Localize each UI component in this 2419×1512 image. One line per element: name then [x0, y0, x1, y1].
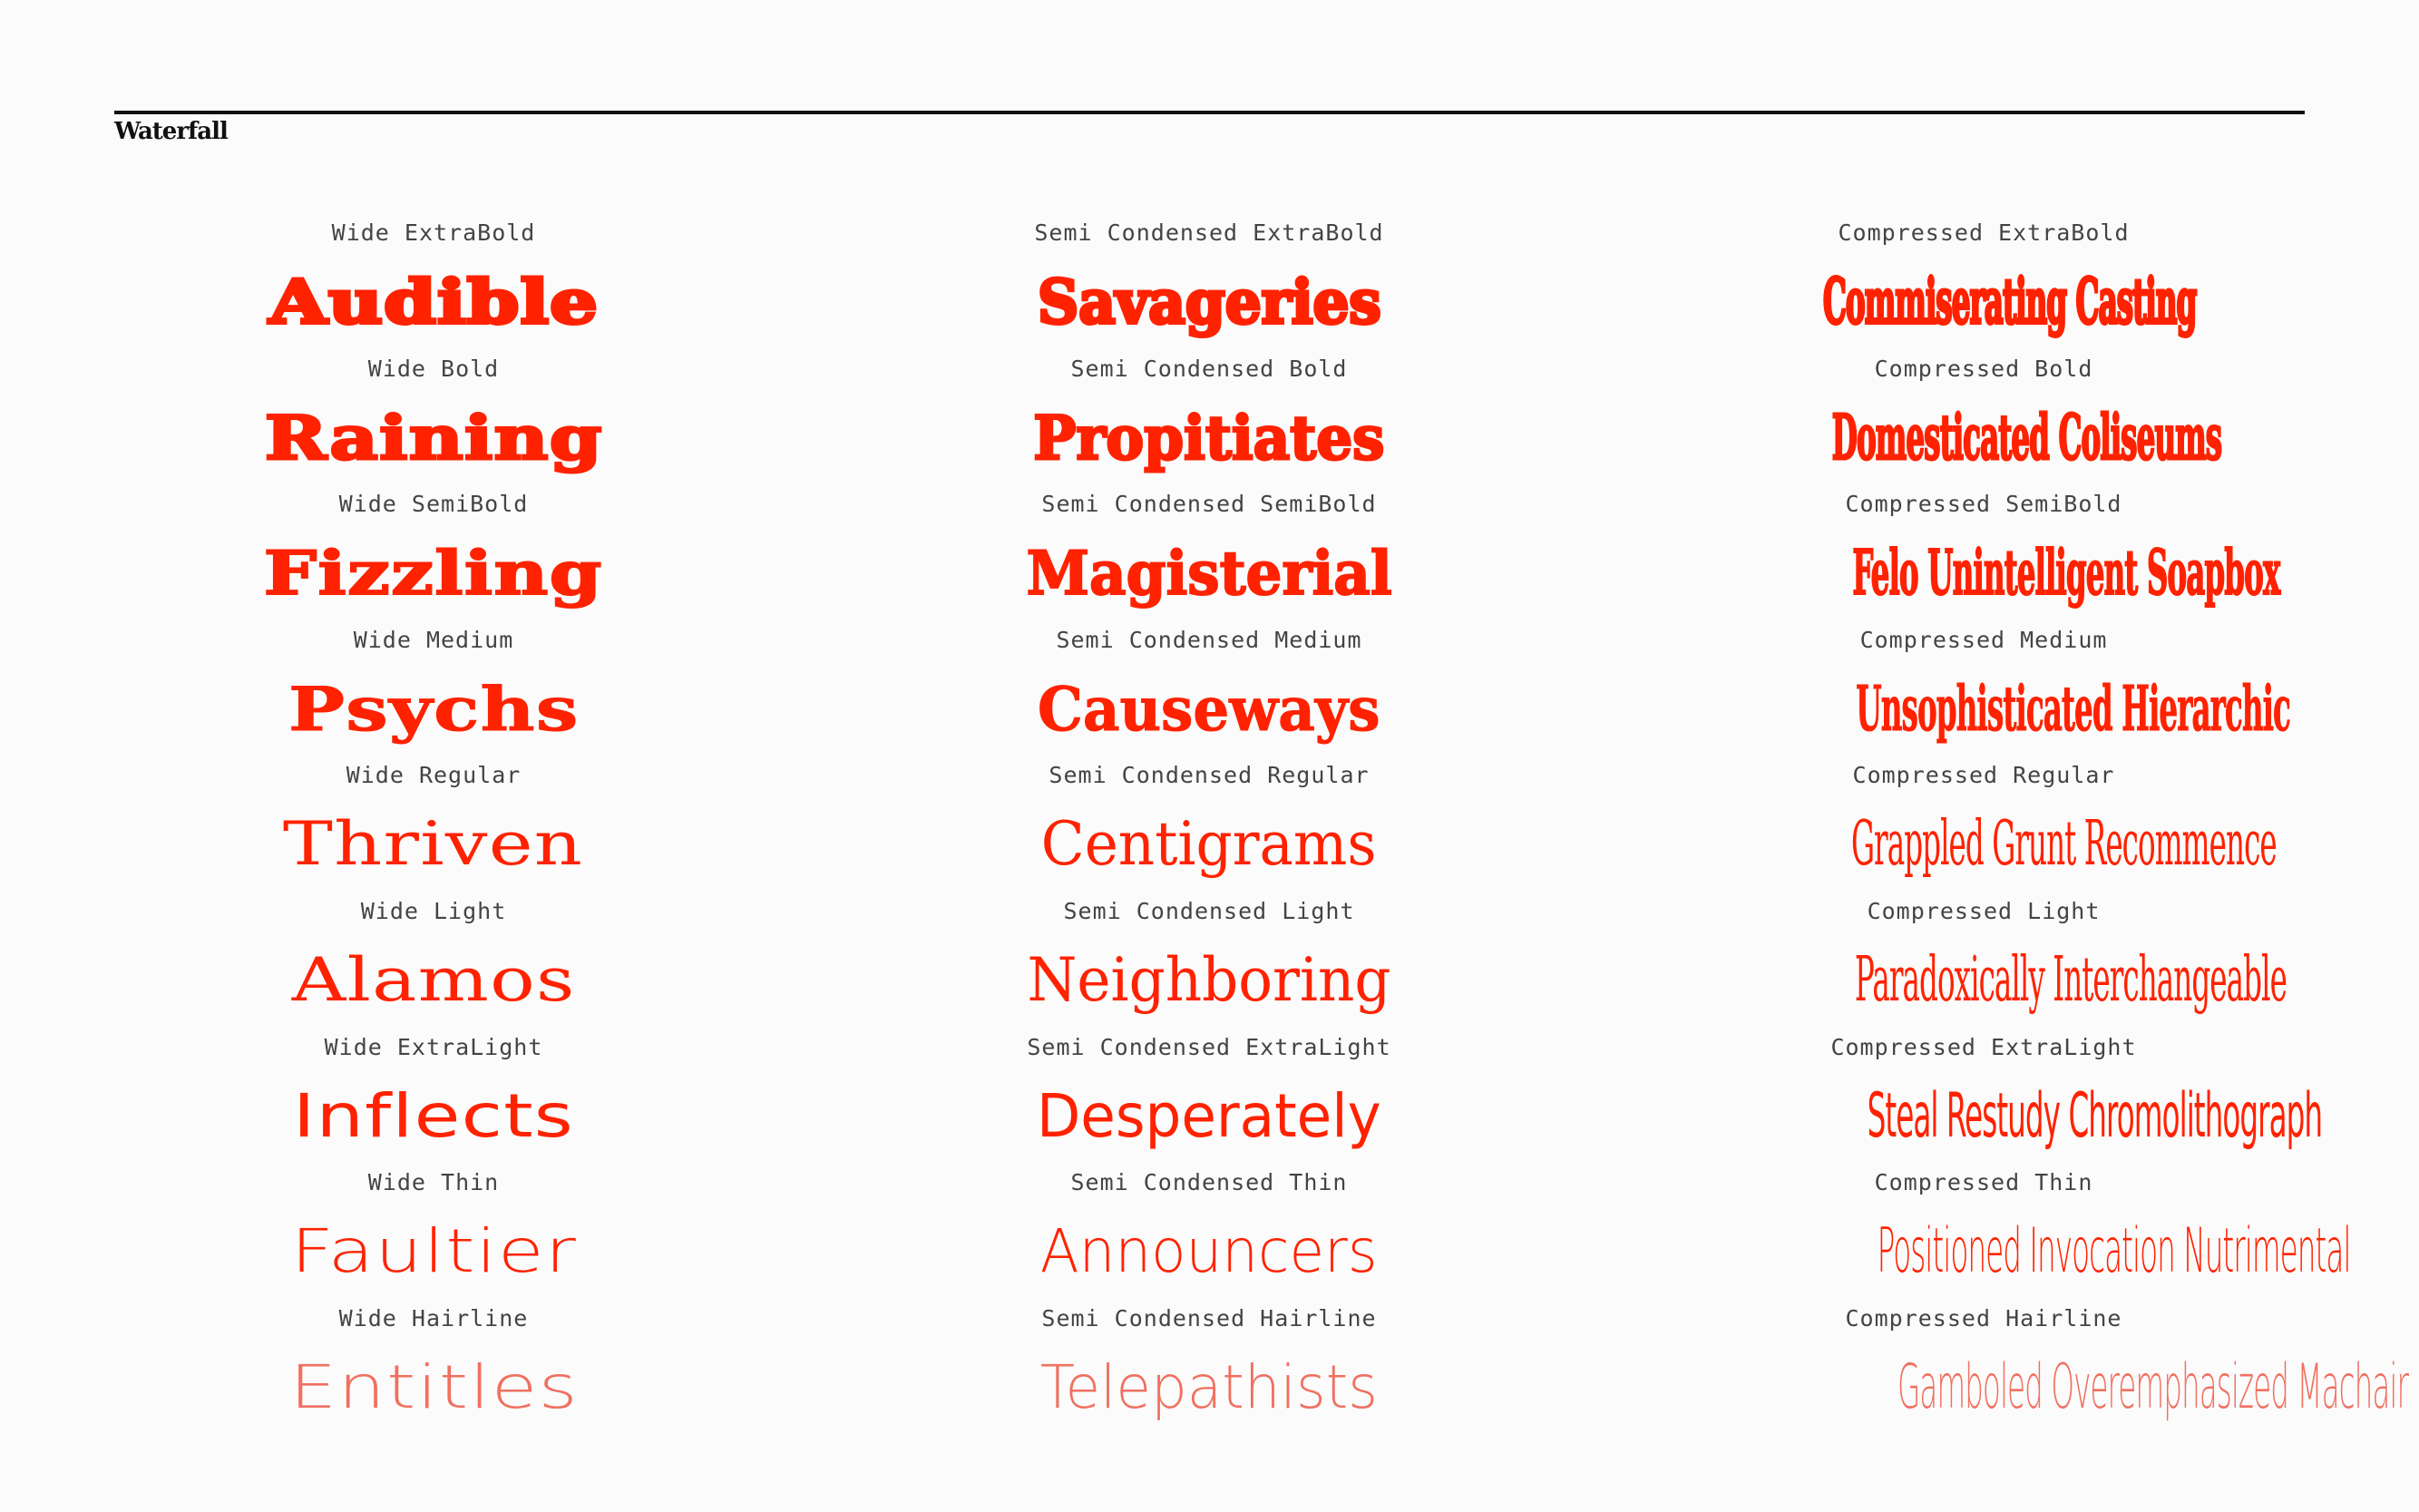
specimen-row: Wide Light Alamos [71, 896, 796, 1032]
specimen-sample: Thriven [283, 809, 584, 880]
specimen-sample: Savageries [1036, 265, 1383, 339]
style-label: Semi Condensed SemiBold [1041, 491, 1377, 518]
style-label: Wide SemiBold [338, 491, 529, 518]
specimen-sample: Unsophisticated Hierarchic [1856, 672, 2291, 746]
specimen-sample: Desperately [1037, 1080, 1381, 1151]
specimen-row: Compressed Thin Positioned Invocation Nut… [1621, 1167, 2352, 1303]
style-label: Semi Condensed Regular [1049, 762, 1370, 789]
specimen-sample: Propitiates [1032, 401, 1386, 474]
style-label: Compressed ExtraBold [1838, 219, 2130, 246]
specimen-sample: Alamos [291, 944, 576, 1015]
style-label: Compressed Regular [1852, 762, 2115, 789]
specimen-row: Semi Condensed Thin Announcers [846, 1167, 1572, 1303]
specimen-row: Wide Regular Thriven [71, 760, 796, 896]
specimen-sample: Raining [263, 401, 604, 474]
specimen-column: Compressed ExtraBold Commiserating Castin… [1621, 218, 2409, 1439]
style-label: Wide Bold [367, 355, 500, 382]
specimen-row: Compressed SemiBold Felo Unintelligent So… [1621, 489, 2346, 625]
specimen-row: Compressed Light Paradoxically Interchang… [1621, 896, 2346, 1032]
page-title: Waterfall [114, 118, 229, 145]
style-label: Wide Light [360, 897, 507, 924]
style-label: Compressed Bold [1874, 355, 2093, 382]
style-label: Semi Condensed ExtraLight [1027, 1033, 1391, 1060]
style-label: Semi Condensed ExtraBold [1034, 219, 1384, 246]
style-label: Wide Medium [353, 626, 514, 653]
specimen-sample: Psychs [288, 673, 580, 745]
specimen-row: Semi Condensed Bold Propitiates [846, 354, 1572, 490]
specimen-row: Wide ExtraBold Audible [71, 218, 796, 354]
style-label: Compressed Light [1867, 897, 2101, 924]
specimen-sample: Fizzling [263, 537, 603, 610]
specimen-sample: Entitles [288, 1351, 579, 1422]
style-label: Semi Condensed Medium [1056, 626, 1362, 653]
specimen-sample: Neighboring [1027, 944, 1391, 1015]
specimen-row: Semi Condensed Hairline Telepathists [846, 1303, 1572, 1439]
style-label: Wide ExtraLight [324, 1033, 543, 1060]
specimen-row: Wide SemiBold Fizzling [71, 489, 796, 625]
specimen-sample: Inflects [292, 1080, 575, 1151]
style-label: Wide Regular [346, 762, 522, 789]
specimen-row: Semi Condensed Medium Causeways [846, 625, 1572, 761]
specimen-row: Semi Condensed Regular Centigrams [846, 760, 1572, 896]
specimen-row: Semi Condensed SemiBold Magisterial [846, 489, 1572, 625]
specimen-sample: Felo Unintelligent Soapbox [1852, 536, 2281, 610]
specimen-column: Semi Condensed ExtraBold Savageries Semi C… [846, 218, 1572, 1439]
specimen-row: Compressed Bold Domesticated Coliseums [1621, 354, 2346, 490]
specimen-sample: Audible [267, 265, 600, 339]
specimen-sample: Steal Restudy Chromolithograph [1867, 1079, 2323, 1152]
style-label: Wide Thin [367, 1169, 500, 1196]
specimen-sample: Announcers [1040, 1216, 1378, 1287]
specimen-sample: Faultier [290, 1216, 577, 1287]
specimen-row: Semi Condensed Light Neighboring [846, 896, 1572, 1032]
specimen-row: Compressed Medium Unsophisticated Hierarc… [1621, 625, 2346, 761]
header-rule [114, 111, 2305, 114]
specimen-sample: Grappled Grunt Recommence [1850, 808, 2278, 881]
specimen-row: Compressed Regular Grappled Grunt Recomme… [1621, 760, 2346, 896]
specimen-row: Wide ExtraLight Inflects [71, 1032, 796, 1168]
specimen-row: Semi Condensed ExtraBold Savageries [846, 218, 1572, 354]
specimen-row: Wide Hairline Entitles [71, 1303, 796, 1439]
style-label: Semi Condensed Hairline [1041, 1304, 1377, 1332]
specimen-row: Wide Bold Raining [71, 354, 796, 490]
style-label: Semi Condensed Light [1063, 897, 1355, 924]
specimen-sample: Paradoxically Interchangeable [1854, 943, 2287, 1016]
specimen-column: Wide ExtraBold Audible Wide Bold Raining Wid… [71, 218, 796, 1439]
style-label: Wide Hairline [338, 1304, 529, 1332]
style-label: Compressed ExtraLight [1830, 1033, 2137, 1060]
style-label: Semi Condensed Thin [1070, 1169, 1348, 1196]
specimen-sample: Commiserating Casting [1822, 264, 2198, 340]
style-label: Compressed Medium [1859, 626, 2108, 653]
specimen-row: Semi Condensed ExtraLight Desperately [846, 1032, 1572, 1168]
style-label: Compressed SemiBold [1845, 491, 2122, 518]
specimen-sample: Gamboled Overemphasized Machair [1897, 1351, 2409, 1423]
specimen-sample: Centigrams [1041, 809, 1377, 880]
style-label: Semi Condensed Bold [1070, 355, 1348, 382]
specimen-row: Compressed Hairline Gamboled Overemphasiz… [1621, 1303, 2409, 1439]
specimen-sample: Causeways [1038, 673, 1381, 745]
style-label: Compressed Hairline [1845, 1304, 2122, 1332]
style-label: Wide ExtraBold [331, 219, 536, 246]
specimen-row: Wide Thin Faultier [71, 1167, 796, 1303]
specimen-row: Compressed ExtraBold Commiserating Castin… [1621, 218, 2346, 354]
specimen-row: Compressed ExtraLight Steal Restudy Chrom… [1621, 1032, 2346, 1168]
style-label: Compressed Thin [1874, 1169, 2093, 1196]
specimen-sample: Magisterial [1025, 537, 1392, 610]
specimen-sample: Domesticated Coliseums [1831, 400, 2223, 475]
specimen-sample: Telepathists [1039, 1351, 1379, 1422]
specimen-row: Wide Medium Psychs [71, 625, 796, 761]
specimen-sample: Positioned Invocation Nutrimental [1877, 1215, 2352, 1288]
